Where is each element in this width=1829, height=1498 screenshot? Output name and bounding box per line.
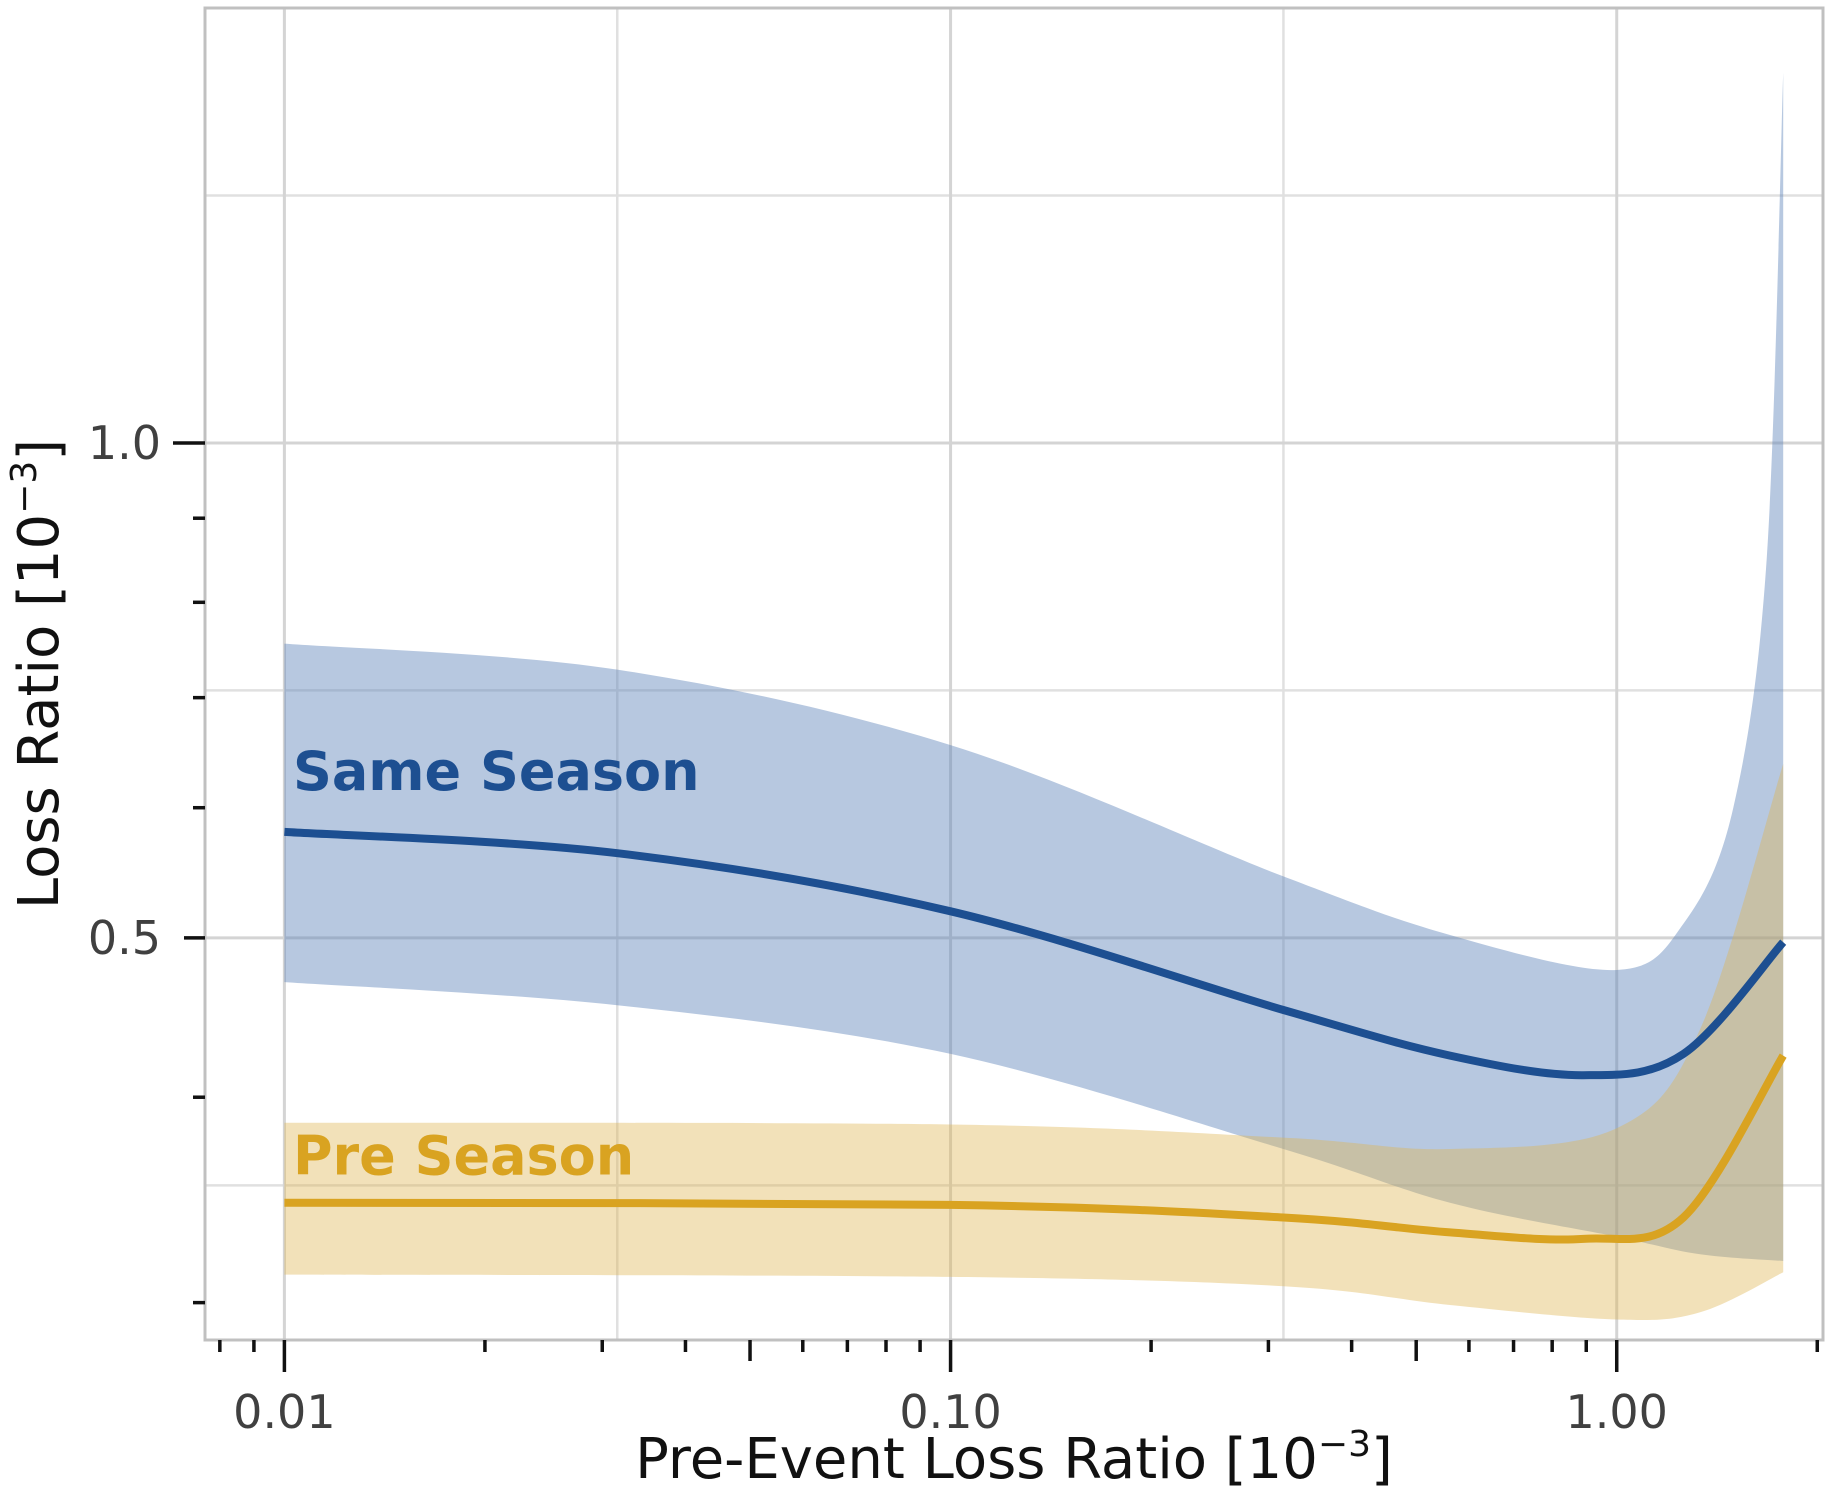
- x-axis-title: Pre-Event Loss Ratio [10−3]: [635, 1424, 1393, 1492]
- panel-border: [203, 6, 1825, 1342]
- confidence-ribbon-pre-season: [284, 763, 1784, 1320]
- series-label-pre-season: Pre Season: [293, 1124, 634, 1187]
- log-tick-marks: [173, 441, 1820, 1372]
- x-tick-label: 0.01: [233, 1385, 335, 1439]
- plot-area: [284, 72, 1787, 1320]
- trend-line-same-season: [284, 827, 1787, 1080]
- gridlines: [205, 8, 1823, 1340]
- y-tick-label: 1.0: [88, 416, 161, 470]
- confidence-ribbon-same-season: [284, 72, 1784, 1262]
- trend-line-pre-season: [284, 1053, 1787, 1244]
- x-tick-label: 1.00: [1566, 1385, 1668, 1439]
- y-axis-title: Loss Ratio [10−3]: [4, 439, 72, 909]
- x-tick-label: 0.10: [899, 1385, 1001, 1439]
- series-label-same-season: Same Season: [293, 740, 700, 803]
- y-tick-label: 0.5: [88, 911, 161, 965]
